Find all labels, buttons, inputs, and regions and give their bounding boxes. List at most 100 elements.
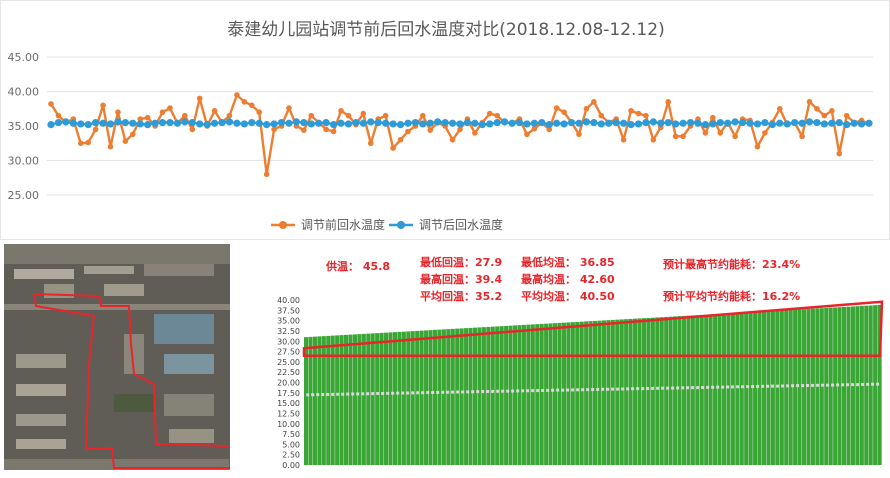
data-point xyxy=(405,128,411,135)
data-point xyxy=(225,118,234,126)
data-point xyxy=(270,120,278,128)
data-point xyxy=(799,133,805,140)
bar xyxy=(584,321,589,465)
bar xyxy=(348,334,353,465)
data-point xyxy=(605,119,613,127)
data-point xyxy=(188,118,196,127)
bar xyxy=(512,325,518,465)
data-point xyxy=(181,118,189,126)
bar xyxy=(735,312,740,465)
y-tick-label: 5.00 xyxy=(282,440,300,449)
data-point xyxy=(456,120,464,128)
data-point xyxy=(151,119,159,127)
data-point xyxy=(665,99,672,105)
data-point xyxy=(634,120,643,128)
data-point xyxy=(352,118,360,127)
bar xyxy=(695,315,700,465)
data-point xyxy=(791,118,799,127)
data-point xyxy=(301,127,307,133)
data-point xyxy=(100,102,106,109)
data-point xyxy=(620,137,627,143)
bar xyxy=(797,309,802,465)
data-point xyxy=(650,137,657,143)
y-tick-label: 25.00 xyxy=(277,358,300,367)
data-point xyxy=(702,130,709,136)
bar xyxy=(308,336,313,465)
data-point xyxy=(857,120,866,128)
bar xyxy=(472,327,478,465)
data-point xyxy=(218,118,226,127)
bar xyxy=(788,309,793,465)
data-point xyxy=(277,118,286,127)
data-point xyxy=(768,121,776,129)
bar xyxy=(775,310,780,465)
data-point xyxy=(420,112,426,119)
bar xyxy=(686,315,691,465)
bar xyxy=(366,333,371,465)
data-point xyxy=(530,119,538,127)
data-point xyxy=(419,120,427,128)
y-tick-label: 35.00 xyxy=(277,317,300,326)
data-point xyxy=(776,105,783,112)
bar xyxy=(566,322,571,465)
bar xyxy=(495,326,500,465)
data-point xyxy=(263,121,271,129)
stat-max-return: 最高回温：39.4 xyxy=(420,273,503,286)
stat-min-avg: 最低均温： 36.85 xyxy=(521,256,615,269)
data-point xyxy=(256,109,263,115)
bar xyxy=(326,335,331,465)
bar xyxy=(761,311,767,465)
bar xyxy=(317,336,322,465)
bar xyxy=(655,317,660,465)
data-point xyxy=(47,121,55,129)
data-point xyxy=(211,108,218,114)
bar xyxy=(717,313,722,465)
y-tick-label: 25.00 xyxy=(8,189,40,202)
data-point xyxy=(338,108,344,114)
data-point xyxy=(642,118,650,127)
avg-return-line xyxy=(306,382,880,397)
data-point xyxy=(679,119,687,127)
data-point xyxy=(575,119,583,127)
data-point xyxy=(271,126,277,133)
bar xyxy=(868,305,873,465)
bar xyxy=(873,305,878,465)
bar xyxy=(330,335,335,465)
data-point xyxy=(136,120,144,128)
data-point xyxy=(717,130,724,136)
bar xyxy=(624,319,629,465)
station-boundary xyxy=(32,292,230,469)
bar xyxy=(539,323,544,465)
data-point xyxy=(701,121,710,129)
bar xyxy=(344,334,349,465)
data-point xyxy=(241,99,248,105)
data-point xyxy=(643,112,649,119)
bar xyxy=(304,337,309,466)
bar xyxy=(641,318,646,465)
bar xyxy=(535,324,540,465)
data-point xyxy=(583,105,590,112)
data-point xyxy=(753,120,762,128)
bar xyxy=(388,332,393,465)
data-point xyxy=(69,119,77,127)
data-point xyxy=(508,119,516,127)
data-point xyxy=(657,119,665,127)
bar xyxy=(601,320,606,465)
bar xyxy=(757,311,762,465)
data-point xyxy=(359,119,367,127)
return-temperature-line-chart: 泰建幼儿园站调节前后回水温度对比(2018.12.08-12.12) 25.00… xyxy=(0,0,890,240)
data-point xyxy=(166,118,174,127)
series-line xyxy=(49,93,870,176)
data-point xyxy=(189,126,196,133)
data-point xyxy=(115,109,121,115)
data-point xyxy=(441,118,449,127)
bar xyxy=(464,328,469,465)
data-point xyxy=(836,150,843,157)
data-point xyxy=(850,119,858,127)
data-point xyxy=(545,121,553,129)
data-point xyxy=(553,105,560,111)
bar xyxy=(548,323,553,465)
y-tick-label: 35.00 xyxy=(8,120,40,133)
bar xyxy=(406,331,411,465)
bar xyxy=(677,316,682,465)
